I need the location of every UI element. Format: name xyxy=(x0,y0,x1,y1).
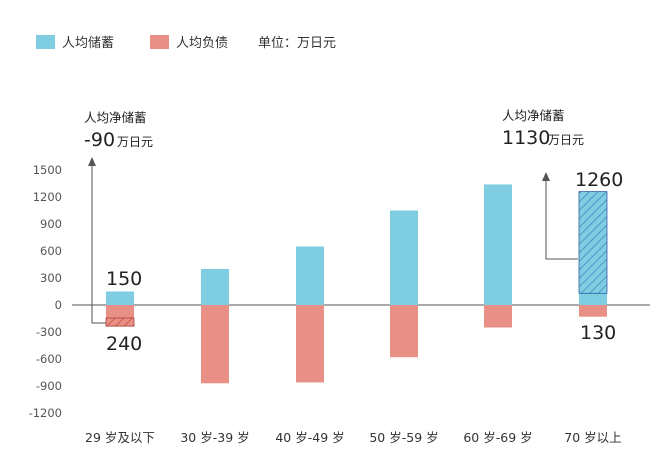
bar-savings xyxy=(390,210,418,305)
bar-debt xyxy=(296,305,324,383)
category-label: 60 岁-69 岁 xyxy=(463,430,532,445)
category-label: 40 岁-49 岁 xyxy=(275,430,344,445)
category-label: 50 岁-59 岁 xyxy=(369,430,438,445)
y-tick-label: 300 xyxy=(40,271,62,285)
left-annotation-title: 人均净储蓄 xyxy=(84,110,147,125)
bar-debt xyxy=(579,305,607,317)
unit-label: 单位：万日元 xyxy=(258,36,336,51)
left-annotation-unit: 万日元 xyxy=(117,135,153,149)
bar-savings xyxy=(201,269,229,305)
left-annotation: 人均净储蓄 -90 万日元 xyxy=(84,110,153,324)
bar-debt xyxy=(201,305,229,384)
right-annotation: 人均净储蓄 1130 万日元 xyxy=(502,108,584,260)
bars-group xyxy=(105,184,608,384)
legend-swatch-savings xyxy=(36,35,55,49)
category-label: 29 岁及以下 xyxy=(85,430,155,445)
y-tick-label: -600 xyxy=(36,352,62,366)
data-label-debt-cat5: 130 xyxy=(580,322,616,344)
legend-label-debt: 人均负债 xyxy=(176,36,228,51)
bar-net-hatched-cat0 xyxy=(105,317,135,327)
y-tick-label: -900 xyxy=(36,379,62,393)
data-label-savings-cat5: 1260 xyxy=(575,169,623,191)
category-label: 70 岁以上 xyxy=(564,430,621,445)
data-label-debt-cat0: 240 xyxy=(106,333,142,355)
y-axis: 1500 1200 900 600 300 0 -300 -600 -900 -1200 xyxy=(29,163,62,420)
legend: 人均储蓄 人均负债 单位：万日元 xyxy=(36,35,336,51)
y-tick-label: 600 xyxy=(40,244,62,258)
legend-label-savings: 人均储蓄 xyxy=(62,36,114,51)
right-annotation-value: 1130 xyxy=(502,127,550,149)
data-label-savings-cat0: 150 xyxy=(106,268,142,290)
y-tick-label: 0 xyxy=(55,298,62,312)
bar-savings xyxy=(484,184,512,305)
category-label: 30 岁-39 岁 xyxy=(180,430,249,445)
left-annotation-value: -90 xyxy=(84,129,115,151)
right-annotation-unit: 万日元 xyxy=(548,133,584,147)
bar-net-hatched-cat5 xyxy=(578,191,608,294)
bar-savings xyxy=(106,291,134,305)
left-annotation-arrowhead xyxy=(88,157,96,166)
right-annotation-arrow xyxy=(545,180,578,260)
legend-swatch-debt xyxy=(150,35,169,49)
y-tick-label: 1500 xyxy=(33,163,62,177)
y-tick-label: 1200 xyxy=(33,190,62,204)
left-annotation-arrow xyxy=(91,160,106,324)
bar-savings xyxy=(296,246,324,305)
x-axis: 29 岁及以下 30 岁-39 岁 40 岁-49 岁 50 岁-59 岁 60 岁-6… xyxy=(85,430,622,445)
right-annotation-title: 人均净储蓄 xyxy=(502,108,565,123)
bar-debt xyxy=(390,305,418,358)
bar-debt xyxy=(484,305,512,328)
right-annotation-arrowhead xyxy=(542,172,550,181)
y-tick-label: -1200 xyxy=(29,406,62,420)
y-tick-label: 900 xyxy=(40,217,62,231)
y-tick-label: -300 xyxy=(36,325,62,339)
data-labels: 150 240 1260 130 xyxy=(106,169,623,355)
